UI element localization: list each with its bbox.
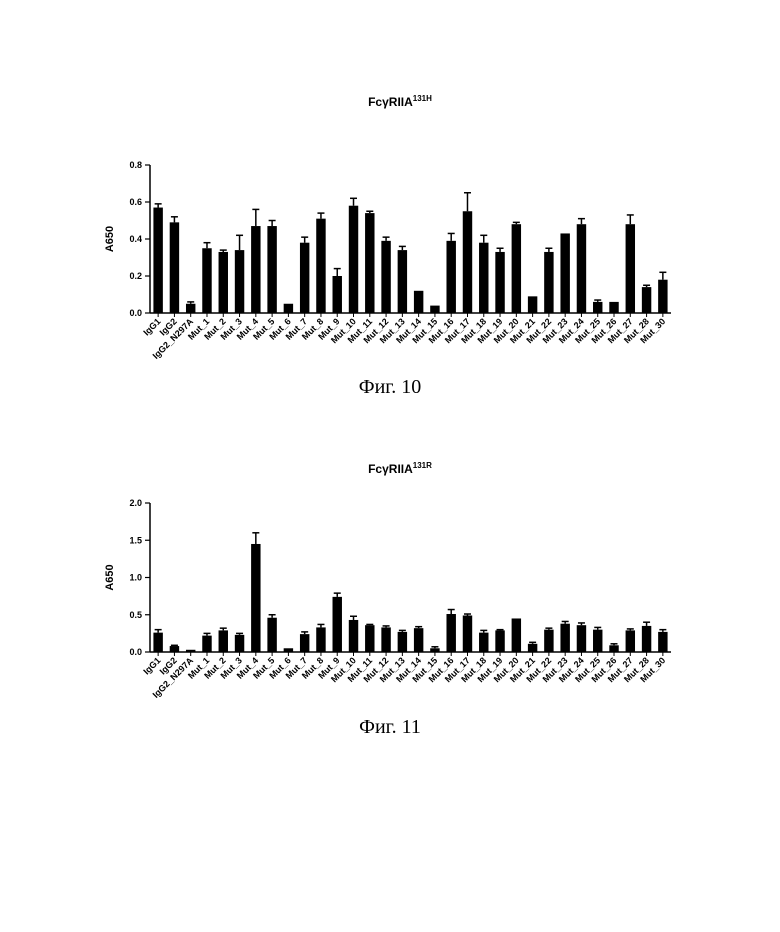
bar [430,648,439,652]
bar [593,630,602,652]
y-tick-label: 1.0 [129,573,142,583]
bar [349,620,358,652]
bar [512,618,521,652]
bar [235,250,244,313]
bar [414,291,423,313]
bar [609,302,618,313]
y-axis-label: A650 [104,226,116,252]
figure-caption: Фиг. 10 [359,376,421,398]
bar [512,224,521,313]
bar [446,614,455,652]
bar [626,630,635,652]
bar [398,632,407,652]
bar [365,625,374,652]
bar [186,650,195,652]
chart-title: FcγRIIA131R [368,461,432,476]
bar [430,306,439,313]
y-tick-label: 0.0 [129,647,142,657]
y-tick-label: 1.5 [129,535,142,545]
bar [414,628,423,652]
bar [609,645,618,652]
bar [153,208,162,313]
bar [495,252,504,313]
bar [642,626,651,652]
figure-caption: Фиг. 11 [359,716,421,738]
bar [658,632,667,652]
bar [479,243,488,313]
bar [381,241,390,313]
bar [186,304,195,313]
bar [560,233,569,313]
y-tick-label: 0.4 [129,234,142,244]
bar [544,630,553,652]
bar [544,252,553,313]
bar [267,618,276,652]
x-tick-label: IgG1 [141,316,162,337]
bar [495,630,504,652]
bar [153,633,162,652]
y-tick-label: 0.2 [129,271,142,281]
bar [235,635,244,652]
bar [577,625,586,652]
bar [446,241,455,313]
bar [202,636,211,652]
y-tick-label: 0.8 [129,160,142,170]
x-tick-label: IgG1 [141,655,162,676]
bar [316,219,325,313]
bar [251,226,260,313]
bar [333,276,342,313]
bar [170,222,179,313]
chart-title: FcγRIIA131H [368,94,432,109]
bar [267,226,276,313]
bar [463,615,472,652]
bar [528,296,537,313]
bar [528,644,537,652]
bar [219,252,228,313]
bar [349,206,358,313]
chart-2: FcγRIIA131R0.00.51.01.52.0A650IgG1IgG2Ig… [104,461,671,738]
bar [170,646,179,652]
bar [284,648,293,652]
bar [593,302,602,313]
bar [316,627,325,652]
bar [626,224,635,313]
bar [300,243,309,313]
bar [658,280,667,313]
y-tick-label: 0.0 [129,308,142,318]
y-tick-label: 2.0 [129,498,142,508]
bar [642,287,651,313]
bar [300,634,309,652]
bar [284,304,293,313]
bar [560,624,569,652]
bar [381,627,390,652]
bar [398,250,407,313]
y-axis-label: A650 [104,564,116,590]
bar [251,544,260,652]
bar [463,211,472,313]
bar [365,213,374,313]
y-tick-label: 0.6 [129,197,142,207]
bar [577,224,586,313]
y-tick-label: 0.5 [129,610,142,620]
chart-1: FcγRIIA131H0.00.20.40.60.8A650IgG1IgG2Ig… [104,94,671,398]
bar [479,633,488,652]
bar [202,248,211,313]
bar [219,630,228,652]
bar [333,597,342,652]
